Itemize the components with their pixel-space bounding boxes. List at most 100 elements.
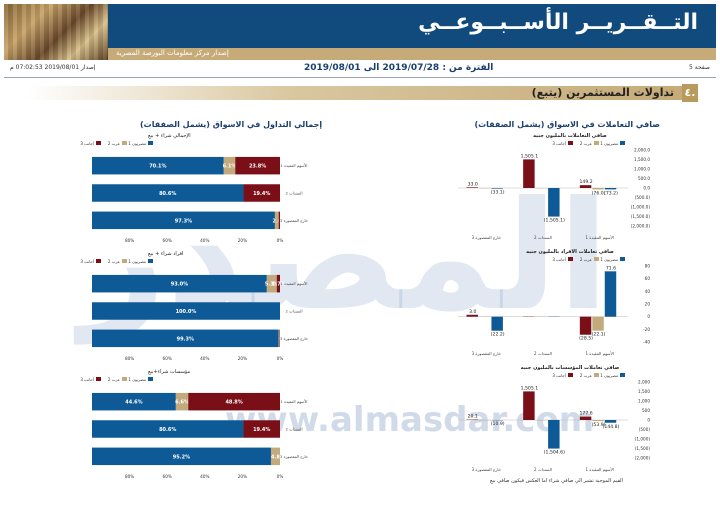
net-institutions-chart: صافي تعاملات المؤسسات بالمليون جنيه مصريو… bbox=[458, 365, 651, 472]
net-bar bbox=[579, 316, 592, 335]
net-total-chart: صافي التعاملات بالمليون جنيه مصريون 1 عرب … bbox=[458, 133, 651, 240]
legend-label: أجانب 3 bbox=[552, 141, 566, 146]
net-bar bbox=[604, 420, 617, 423]
net-bar bbox=[604, 271, 617, 317]
info-row: صفحة 5 الفترة من : 2019/07/28 الى 2019/0… bbox=[4, 63, 716, 75]
divider bbox=[4, 77, 716, 78]
legend-swatch bbox=[594, 373, 599, 377]
share-bar bbox=[92, 329, 279, 348]
data-label: 71.6 bbox=[606, 265, 616, 271]
x-tick-label: 60% bbox=[163, 474, 172, 479]
legend-swatch bbox=[122, 259, 127, 263]
data-label: 100.0% bbox=[176, 309, 197, 315]
chart-title: مؤسسات شراء+بيع bbox=[148, 369, 190, 375]
legend-label: أجانب 3 bbox=[80, 377, 94, 382]
category-label: السندات 2 bbox=[534, 467, 552, 472]
y-tick-label: 2,000 bbox=[638, 380, 650, 385]
category-label: الأسهم المقيدة 1 bbox=[281, 399, 308, 404]
x-tick-label: 0% bbox=[277, 474, 284, 479]
y-tick-label: 0.0 bbox=[643, 186, 650, 191]
share-bar bbox=[278, 211, 280, 230]
data-label: (144.8) bbox=[603, 424, 620, 430]
x-tick-label: 60% bbox=[163, 238, 172, 243]
data-label: 19.4% bbox=[253, 427, 270, 433]
x-tick-label: 0% bbox=[277, 238, 284, 243]
net-bar bbox=[579, 416, 592, 420]
net-bar bbox=[523, 391, 535, 420]
header-strip bbox=[108, 48, 716, 60]
legend-swatch bbox=[148, 141, 153, 145]
share-bar bbox=[175, 392, 189, 411]
legend-swatch bbox=[122, 141, 127, 145]
x-tick-label: 40% bbox=[200, 356, 209, 361]
data-label: 4.8 bbox=[271, 454, 280, 460]
legend-swatch bbox=[96, 141, 101, 145]
data-label: 177.6 bbox=[579, 411, 592, 417]
net-trading-title: صافي التعاملات في الاسواق (يشمل الصفقات) bbox=[474, 120, 660, 129]
data-label: 5.3% bbox=[265, 282, 279, 288]
data-label: (28.5) bbox=[579, 336, 593, 342]
legend-swatch bbox=[148, 259, 153, 263]
data-label: (22.2) bbox=[491, 332, 505, 338]
y-tick-label: (1,500) bbox=[635, 446, 651, 451]
y-tick-label: 500.0 bbox=[638, 176, 650, 181]
y-tick-label: (500.0) bbox=[635, 195, 651, 200]
legend-swatch bbox=[568, 141, 573, 145]
net-bar bbox=[604, 188, 617, 190]
x-tick-label: 80% bbox=[125, 474, 134, 479]
x-tick-label: 20% bbox=[238, 474, 247, 479]
y-tick-label: (500) bbox=[639, 427, 651, 432]
legend-swatch bbox=[620, 141, 625, 145]
x-tick-label: 60% bbox=[163, 356, 172, 361]
section-band bbox=[26, 86, 686, 100]
share-bar bbox=[92, 211, 275, 230]
category-label: السندات 2 bbox=[534, 351, 552, 356]
legend-label: مصريون 1 bbox=[128, 377, 146, 382]
total-trading-title: إجمالي التداول في الاسواق (يشمل الصفقات) bbox=[140, 120, 323, 129]
category-label: خارج المقصورة 3 bbox=[280, 454, 309, 459]
share-bar bbox=[270, 447, 280, 466]
legend-label: أجانب 3 bbox=[80, 141, 94, 146]
legend-label: مصريون 1 bbox=[600, 257, 618, 262]
x-tick-label: 80% bbox=[125, 356, 134, 361]
data-label: (33.1) bbox=[491, 190, 505, 196]
share-bar bbox=[188, 392, 280, 411]
share-bar bbox=[92, 156, 224, 175]
data-label: 80.6% bbox=[159, 427, 176, 433]
x-tick-label: 0% bbox=[277, 356, 284, 361]
report-period: الفترة من : 2019/07/28 الى 2019/08/01 bbox=[304, 63, 494, 73]
data-label: 44.6% bbox=[125, 400, 142, 406]
category-label: السندات 2 bbox=[286, 427, 303, 432]
share-bar bbox=[92, 274, 267, 293]
legend-label: عرب 2 bbox=[108, 141, 120, 146]
data-label: (1,504.6) bbox=[544, 450, 565, 456]
legend-label: مصريون 1 bbox=[600, 141, 618, 146]
category-label: الأسهم المقيدة 1 bbox=[585, 235, 613, 240]
legend-swatch bbox=[96, 377, 101, 381]
share-bar bbox=[235, 156, 280, 175]
data-label: 1,505.1 bbox=[521, 153, 539, 159]
net-bar bbox=[466, 187, 478, 188]
legend-label: أجانب 3 bbox=[552, 257, 566, 262]
chart-title: الإجمالي شراء + بيع bbox=[148, 133, 191, 139]
y-tick-label: (1,000.0) bbox=[631, 205, 651, 210]
x-tick-label: 80% bbox=[125, 238, 134, 243]
legend-label: مصريون 1 bbox=[600, 373, 618, 378]
share-bar bbox=[243, 420, 280, 438]
x-tick-label: 20% bbox=[238, 356, 247, 361]
y-tick-label: 20 bbox=[645, 302, 651, 307]
legend-swatch bbox=[568, 257, 573, 261]
y-tick-label: 40 bbox=[645, 289, 651, 294]
category-label: الأسهم المقيدة 1 bbox=[585, 351, 613, 356]
y-tick-label: 2,000.0 bbox=[634, 148, 650, 153]
net-bar bbox=[579, 185, 592, 188]
legend-label: أجانب 3 bbox=[80, 259, 94, 264]
data-label: 48.8% bbox=[225, 400, 242, 406]
y-tick-label: 1,500 bbox=[638, 389, 650, 394]
y-tick-label: (1,500.0) bbox=[631, 214, 651, 219]
legend-label: عرب 2 bbox=[108, 259, 120, 264]
category-label: السندات 2 bbox=[286, 191, 303, 196]
net-bar bbox=[592, 188, 604, 190]
data-label: 149.2 bbox=[579, 179, 592, 185]
net-bar bbox=[592, 420, 604, 422]
